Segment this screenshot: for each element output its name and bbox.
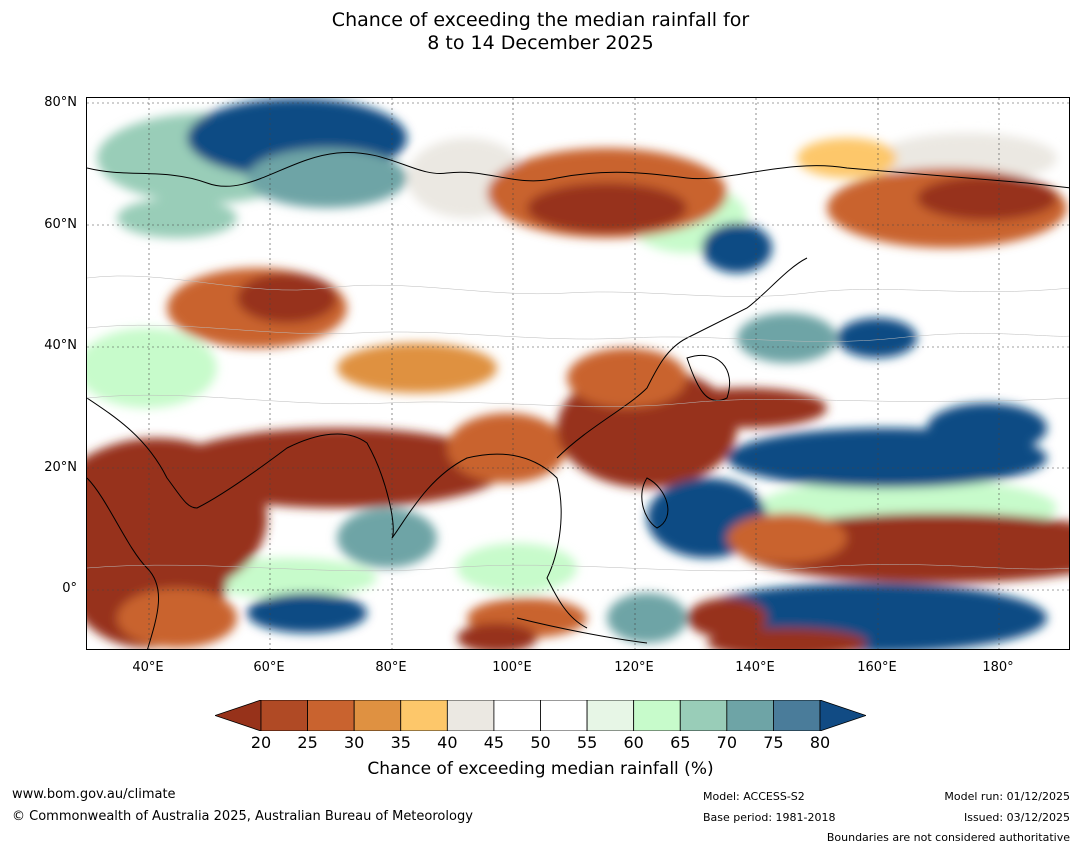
lon-label-140e: 140°E	[735, 660, 775, 675]
model-name: Model: ACCESS-S2	[703, 790, 805, 803]
colorbar-tick-label: 50	[530, 733, 551, 752]
colorbar-tick-label: 70	[716, 733, 738, 752]
lon-label-180: 180°	[982, 660, 1014, 675]
colorbar-tick-label: 30	[343, 733, 365, 752]
colorbar-tick-label: 35	[390, 733, 411, 752]
rainfall-map	[86, 97, 1070, 650]
lat-label-40n: 40°N	[44, 338, 77, 353]
colorbar-tick-label: 75	[763, 733, 784, 752]
colorbar-tick-label: 60	[623, 733, 644, 752]
graticule	[87, 98, 1069, 649]
colorbar-tick-label: 25	[297, 733, 318, 752]
boundaries-disclaimer: Boundaries are not considered authoritat…	[826, 831, 1070, 844]
model-run-date: Model run: 01/12/2025	[944, 790, 1070, 803]
colorbar-tick-label: 40	[437, 733, 458, 752]
lon-label-80e: 80°E	[375, 660, 407, 675]
colorbar-segment	[400, 700, 448, 731]
map-canvas	[87, 98, 1069, 649]
title-line-2: 8 to 14 December 2025	[427, 32, 654, 54]
colorbar-segment	[446, 700, 495, 731]
colorbar-segment	[586, 700, 635, 731]
colorbar-segment	[493, 700, 541, 731]
colorbar-tick-label: 65	[670, 733, 691, 752]
map-title: Chance of exceeding the median rainfall …	[0, 9, 1081, 55]
colorbar-segment	[633, 700, 681, 731]
lat-label-20n: 20°N	[44, 460, 77, 475]
coastlines	[87, 151, 1069, 649]
lon-label-120e: 120°E	[614, 660, 654, 675]
lat-label-60n: 60°N	[44, 217, 77, 232]
colorbar-extend-low	[215, 700, 262, 731]
lon-label-60e: 60°E	[253, 660, 285, 675]
colorbar-segment	[540, 700, 588, 731]
website-link[interactable]: www.bom.gov.au/climate	[12, 787, 176, 802]
lat-label-80n: 80°N	[44, 95, 77, 110]
lat-label-0: 0°	[62, 581, 77, 596]
colorbar-segment	[307, 700, 355, 731]
colorbar-tick-label: 20	[250, 733, 272, 752]
base-period: Base period: 1981-2018	[703, 811, 836, 824]
colorbar-tick-label: 80	[809, 733, 831, 752]
lon-label-100e: 100°E	[492, 660, 532, 675]
colorbar-segment	[260, 700, 308, 731]
probability-field	[87, 98, 1069, 649]
colorbar-extend-high	[819, 700, 866, 731]
copyright-notice: © Commonwealth of Australia 2025, Austra…	[12, 809, 473, 824]
contour-lines	[87, 275, 1069, 572]
colorbar-label: Chance of exceeding median rainfall (%)	[367, 759, 714, 779]
lon-label-40e: 40°E	[132, 660, 164, 675]
colorbar-segment	[679, 700, 728, 731]
colorbar-segment	[773, 700, 821, 731]
title-line-1: Chance of exceeding the median rainfall …	[331, 9, 750, 31]
issued-date: Issued: 03/12/2025	[963, 811, 1070, 824]
colorbar-segment	[353, 700, 402, 731]
colorbar-segment	[726, 700, 774, 731]
lon-label-160e: 160°E	[857, 660, 897, 675]
colorbar	[215, 700, 866, 731]
colorbar-tick-label: 55	[576, 733, 598, 752]
colorbar-tick-label: 45	[483, 733, 505, 752]
